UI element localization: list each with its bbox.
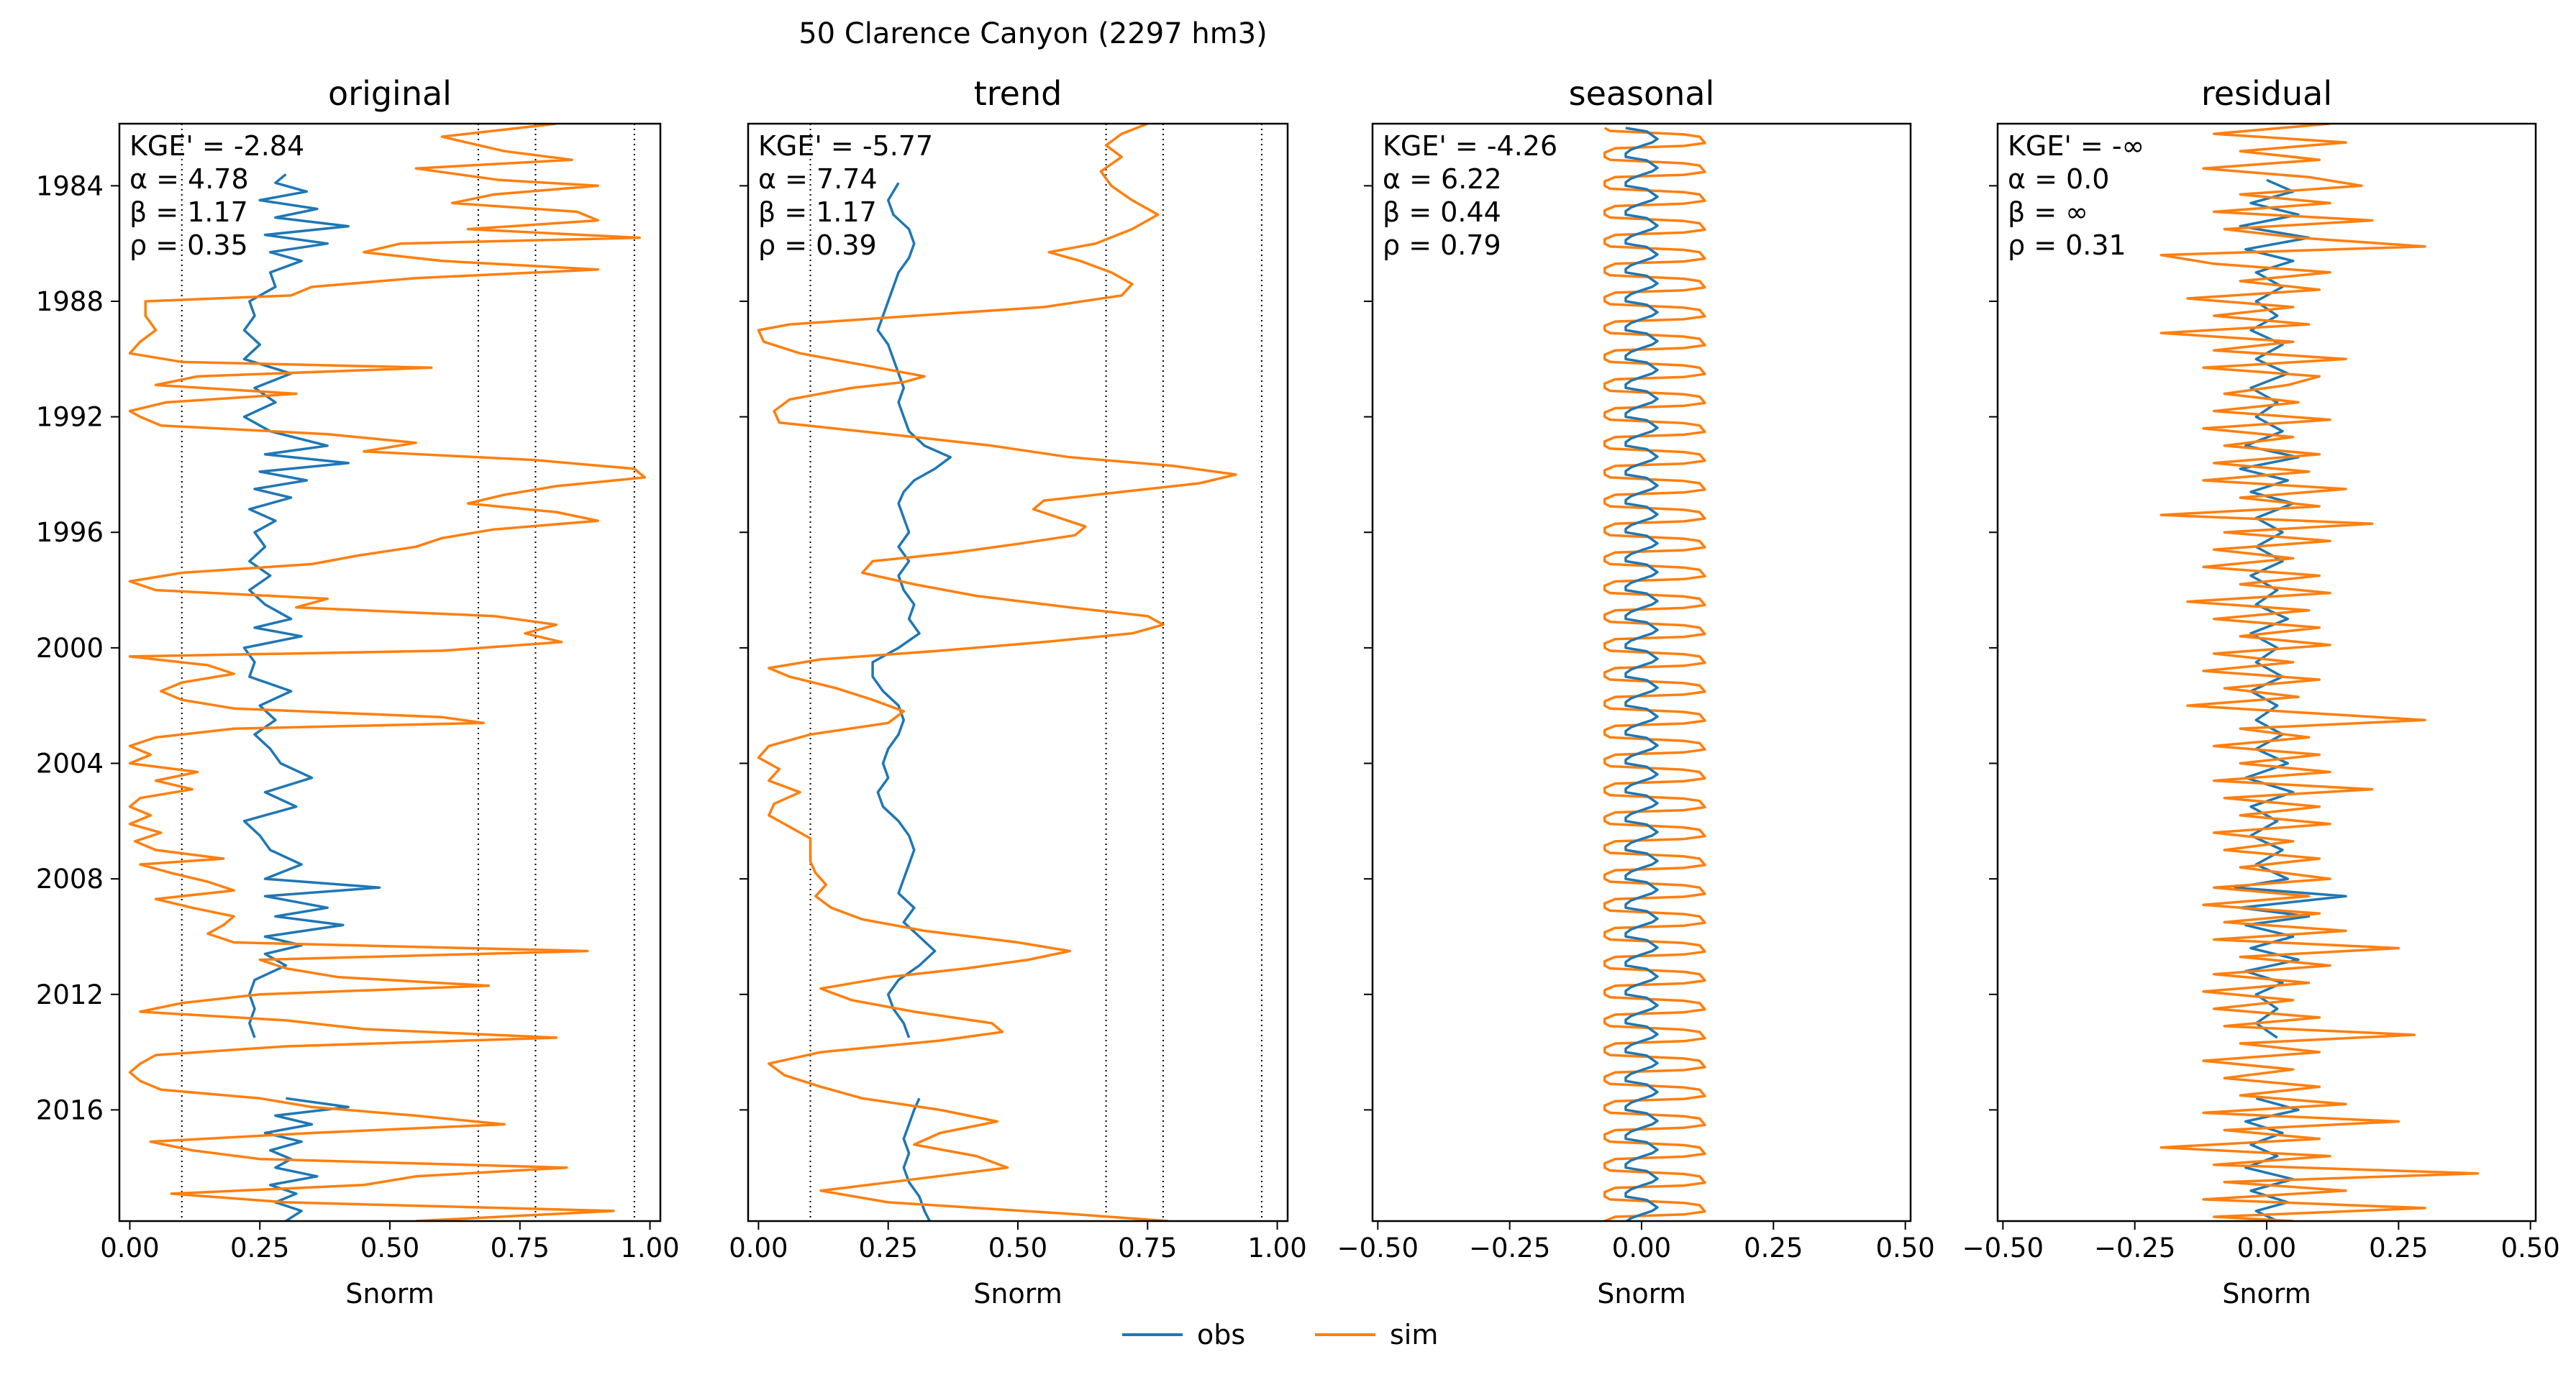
axes-frame xyxy=(747,122,1289,1223)
stat-label: α = 6.22 xyxy=(1383,163,1502,195)
panel-seasonal: seasonal −0.50 −0.25 0.00 0.25 0.50 Snorm KGE' … xyxy=(1337,74,1935,1310)
stat-label: KGE' = -∞ xyxy=(2008,130,2144,162)
stat-label: α = 0.0 xyxy=(2008,163,2109,195)
y-tick-label: 1988 xyxy=(36,286,104,317)
x-axis-label: Snorm xyxy=(973,1278,1062,1310)
panel-trend: trend 0.00 0.25 0.50 0.75 1.00 Snorm KGE' = -5.… xyxy=(729,74,1307,1310)
x-tick-label: −0.50 xyxy=(1337,1233,1419,1264)
y-tick-label: 1992 xyxy=(36,402,104,433)
stat-label: ρ = 0.79 xyxy=(1383,229,1501,261)
panel-title: seasonal xyxy=(1569,74,1715,113)
series-sim xyxy=(757,124,1237,1221)
data-lines xyxy=(757,124,1237,1221)
data-lines xyxy=(1603,127,1706,1221)
legend: obs sim xyxy=(1122,1319,1438,1351)
x-axis-label: Snorm xyxy=(2222,1278,2311,1310)
stat-label: ρ = 0.35 xyxy=(129,229,248,261)
stat-label: KGE' = -4.26 xyxy=(1383,130,1557,162)
x-tick-label: 0.50 xyxy=(1875,1233,1934,1264)
y-tick-label: 2000 xyxy=(36,633,104,664)
x-tick-label: 0.00 xyxy=(2237,1233,2296,1264)
series-sim xyxy=(2159,124,2480,1221)
y-tick-label: 1984 xyxy=(36,170,104,201)
x-tick-label: 1.00 xyxy=(620,1233,679,1264)
stat-label: α = 4.78 xyxy=(129,163,249,195)
series-obs xyxy=(871,182,952,1038)
stat-label: β = ∞ xyxy=(2008,196,2088,228)
x-tick-label: 0.75 xyxy=(1118,1233,1177,1264)
x-tick-label: 0.75 xyxy=(491,1233,550,1264)
axes-frame xyxy=(118,122,662,1223)
stat-label: β = 0.44 xyxy=(1383,196,1501,228)
series-sim xyxy=(1603,127,1706,1221)
data-lines xyxy=(2159,124,2480,1221)
x-tick-label: 1.00 xyxy=(1247,1233,1306,1264)
panel-residual: residual −0.50 −0.25 0.00 0.25 0.50 Snorm KGE' … xyxy=(1962,74,2560,1310)
stat-label: β = 1.17 xyxy=(758,196,877,228)
x-tick-label: 0.50 xyxy=(988,1233,1047,1264)
stat-label: β = 1.17 xyxy=(129,196,248,228)
x-tick-label: −0.50 xyxy=(1962,1233,2044,1264)
y-tick-label: 2008 xyxy=(36,864,104,895)
x-tick-label: 0.50 xyxy=(2500,1233,2559,1264)
stat-label: ρ = 0.31 xyxy=(2008,229,2126,261)
panel-original: original 0.00 0.25 0.50 0.75 1.00 Snorm 1984 198… xyxy=(36,74,680,1310)
legend-item-sim: sim xyxy=(1315,1319,1438,1351)
x-tick-label: 0.25 xyxy=(859,1233,918,1264)
x-tick-label: 0.25 xyxy=(1744,1233,1803,1264)
y-tick-label: 2012 xyxy=(36,979,104,1010)
panel-title: original xyxy=(328,74,452,113)
stat-label: ρ = 0.39 xyxy=(758,229,877,261)
x-axis-label: Snorm xyxy=(1597,1278,1685,1310)
x-tick-label: 0.00 xyxy=(1612,1233,1671,1264)
x-tick-label: 0.25 xyxy=(2369,1233,2428,1264)
series-sim xyxy=(128,124,647,1221)
y-tick-label: 2016 xyxy=(36,1095,104,1125)
legend-item-obs: obs xyxy=(1122,1319,1245,1351)
x-tick-label: 0.50 xyxy=(360,1233,419,1264)
panel-title: residual xyxy=(2201,74,2332,113)
x-axis-label: Snorm xyxy=(345,1278,434,1310)
series-obs xyxy=(242,173,381,1038)
x-tick-label: −0.25 xyxy=(1469,1233,1550,1264)
legend-label: sim xyxy=(1390,1319,1438,1351)
stat-label: α = 7.74 xyxy=(758,163,878,195)
legend-label: obs xyxy=(1197,1319,1245,1351)
panel-title: trend xyxy=(974,74,1062,113)
x-tick-label: 0.00 xyxy=(729,1233,788,1264)
panels: original 0.00 0.25 0.50 0.75 1.00 Snorm 1984 198… xyxy=(36,74,2560,1310)
stat-label: KGE' = -5.77 xyxy=(758,130,933,162)
figure-title: 50 Clarence Canyon (2297 hm3) xyxy=(798,17,1267,50)
stat-label: KGE' = -2.84 xyxy=(129,130,304,162)
data-lines xyxy=(128,124,647,1221)
x-tick-label: −0.25 xyxy=(2094,1233,2175,1264)
series-obs xyxy=(1624,127,1659,1221)
y-tick-label: 1996 xyxy=(36,517,104,548)
x-tick-label: 0.00 xyxy=(100,1233,159,1264)
x-tick-label: 0.25 xyxy=(230,1233,289,1264)
y-tick-label: 2004 xyxy=(36,748,104,779)
